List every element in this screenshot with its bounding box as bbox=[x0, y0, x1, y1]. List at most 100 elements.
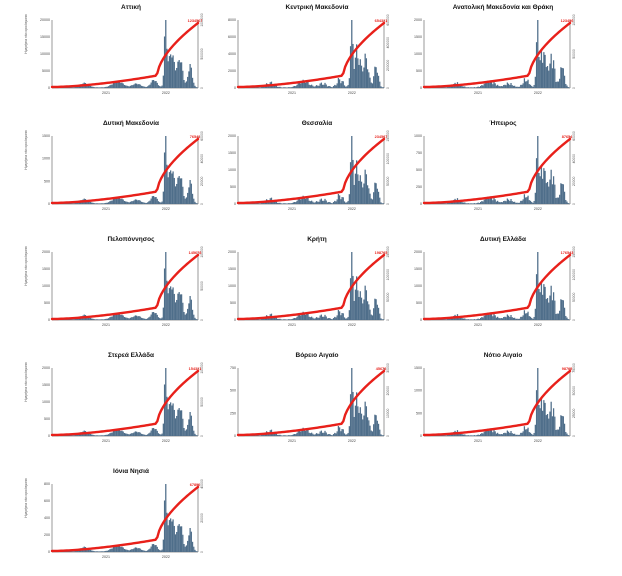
daily-cases-bar bbox=[152, 544, 153, 552]
daily-cases-bar bbox=[264, 87, 265, 88]
daily-cases-bar bbox=[277, 87, 278, 88]
daily-cases-bar bbox=[566, 86, 567, 88]
daily-cases-bar bbox=[329, 318, 330, 320]
daily-cases-bar bbox=[73, 87, 74, 88]
daily-cases-bar bbox=[141, 550, 142, 552]
daily-cases-bar bbox=[163, 192, 164, 204]
daily-cases-bar bbox=[307, 198, 308, 204]
daily-cases-bar bbox=[555, 198, 556, 204]
daily-cases-bar bbox=[377, 189, 378, 204]
daily-cases-bar bbox=[129, 86, 130, 88]
daily-cases-bar bbox=[478, 435, 479, 436]
daily-cases-bar bbox=[113, 547, 114, 552]
daily-cases-bar bbox=[174, 62, 175, 88]
daily-cases-bar bbox=[540, 60, 541, 88]
daily-cases-bar bbox=[99, 319, 100, 320]
daily-cases-bar bbox=[312, 86, 313, 88]
daily-cases-bar bbox=[168, 61, 169, 88]
daily-cases-bar bbox=[503, 85, 504, 88]
daily-cases-bar bbox=[296, 433, 297, 436]
daily-cases-bar bbox=[296, 201, 297, 204]
daily-cases-bar bbox=[473, 203, 474, 204]
daily-cases-bar bbox=[310, 85, 311, 88]
daily-cases-bar bbox=[96, 87, 97, 88]
daily-cases-bar bbox=[524, 78, 525, 88]
daily-cases-bar bbox=[475, 319, 476, 320]
daily-cases-bar bbox=[186, 81, 187, 88]
daily-cases-bar bbox=[142, 318, 143, 320]
x-tick-label: 2022 bbox=[348, 323, 356, 327]
daily-cases-bar bbox=[361, 414, 362, 436]
daily-cases-bar bbox=[374, 415, 375, 436]
daily-cases-bar bbox=[277, 203, 278, 204]
daily-cases-bar bbox=[311, 85, 312, 88]
daily-cases-bar bbox=[113, 431, 114, 436]
daily-cases-bar bbox=[279, 203, 280, 204]
y-tick-label: 1500 bbox=[414, 267, 422, 271]
daily-cases-bar bbox=[309, 85, 310, 88]
daily-cases-bar bbox=[554, 69, 555, 88]
y2-tick-label: 20000 bbox=[572, 177, 576, 187]
daily-cases-bar bbox=[90, 86, 91, 88]
x-tick-label: 2021 bbox=[102, 207, 110, 211]
y-tick-label: 500 bbox=[416, 168, 422, 172]
cumulative-end-label: 67890 bbox=[190, 483, 201, 487]
daily-cases-bar bbox=[194, 550, 195, 552]
daily-cases-bar bbox=[374, 183, 375, 204]
daily-cases-bar bbox=[366, 58, 367, 88]
y-tick-label: 400 bbox=[44, 516, 50, 520]
daily-cases-bar bbox=[508, 316, 509, 320]
daily-cases-bar bbox=[363, 68, 364, 88]
daily-cases-bar bbox=[382, 435, 383, 436]
daily-cases-bar bbox=[548, 303, 549, 320]
daily-cases-bar bbox=[345, 87, 346, 88]
daily-cases-bar bbox=[497, 85, 498, 88]
daily-cases-bar bbox=[160, 203, 161, 204]
y-tick-label: 500 bbox=[44, 417, 50, 421]
daily-cases-bar bbox=[333, 202, 334, 204]
daily-cases-bar bbox=[551, 402, 552, 436]
daily-cases-bar bbox=[510, 83, 511, 88]
daily-cases-bar bbox=[349, 78, 350, 88]
daily-cases-bar bbox=[484, 432, 485, 436]
daily-cases-bar bbox=[279, 319, 280, 320]
daily-cases-bar bbox=[475, 435, 476, 436]
daily-cases-bar bbox=[154, 313, 155, 320]
daily-cases-bar bbox=[328, 434, 329, 436]
daily-cases-bar bbox=[310, 433, 311, 436]
daily-cases-bar bbox=[193, 199, 194, 204]
x-tick-label: 2022 bbox=[534, 323, 542, 327]
daily-cases-bar bbox=[514, 202, 515, 204]
daily-cases-bar bbox=[163, 424, 164, 436]
daily-cases-bar bbox=[74, 203, 75, 204]
x-tick-label: 2022 bbox=[162, 207, 170, 211]
y-tick-label: 1500 bbox=[228, 151, 236, 155]
x-tick-label: 2021 bbox=[288, 91, 296, 95]
daily-cases-bar bbox=[125, 433, 126, 436]
daily-cases-bar bbox=[121, 83, 122, 88]
daily-cases-bar bbox=[363, 300, 364, 320]
daily-cases-bar bbox=[154, 197, 155, 204]
daily-cases-bar bbox=[288, 87, 289, 88]
daily-cases-bar bbox=[542, 411, 543, 436]
daily-cases-bar bbox=[495, 431, 496, 436]
daily-cases-bar bbox=[499, 202, 500, 204]
y2-tick-label: 60000 bbox=[572, 131, 576, 141]
daily-cases-bar bbox=[324, 83, 325, 88]
y2-tick-label: 50000 bbox=[572, 386, 576, 396]
daily-cases-bar bbox=[509, 317, 510, 320]
daily-cases-bar bbox=[532, 87, 533, 88]
daily-cases-bar bbox=[98, 551, 99, 552]
daily-cases-bar bbox=[96, 319, 97, 320]
daily-cases-bar bbox=[307, 82, 308, 88]
daily-cases-bar bbox=[360, 407, 361, 436]
daily-cases-bar bbox=[480, 318, 481, 320]
daily-cases-bar bbox=[106, 203, 107, 204]
daily-cases-bar bbox=[536, 390, 537, 436]
daily-cases-bar bbox=[307, 430, 308, 436]
daily-cases-bar bbox=[340, 199, 341, 204]
daily-cases-bar bbox=[189, 412, 190, 436]
daily-cases-bar bbox=[299, 199, 300, 204]
daily-cases-bar bbox=[464, 318, 465, 320]
